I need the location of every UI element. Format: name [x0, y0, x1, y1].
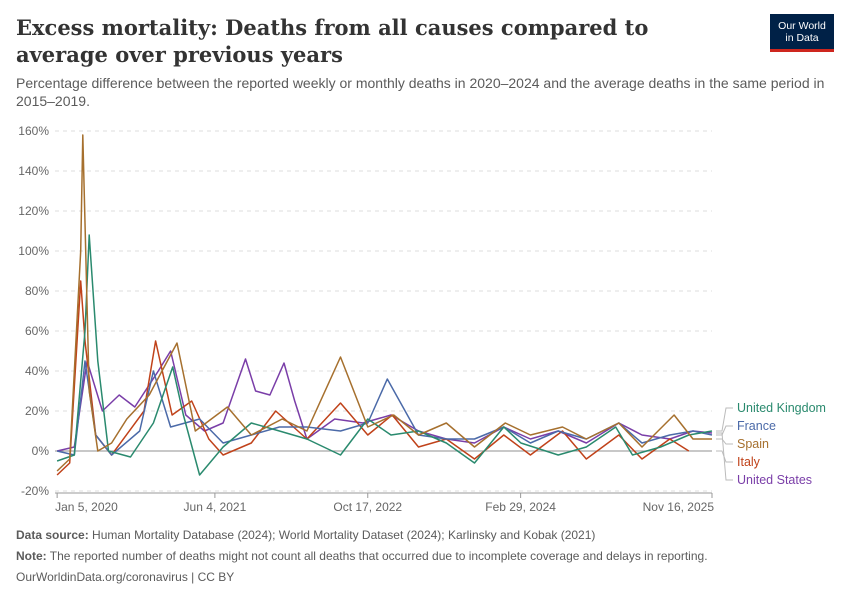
y-tick-label: 0%	[32, 444, 50, 458]
label-connector	[716, 425, 733, 436]
note-label: Note:	[16, 549, 47, 563]
x-tick-label: Jun 4, 2021	[184, 500, 247, 514]
y-tick-label: 80%	[25, 284, 49, 298]
x-tick-label: Nov 16, 2025	[643, 500, 715, 514]
y-tick-label: 20%	[25, 404, 49, 418]
data-source-label: Data source:	[16, 528, 89, 542]
chart-title: Excess mortality: Deaths from all causes…	[16, 15, 649, 67]
series-label-united-kingdom: United Kingdom	[737, 401, 826, 415]
owid-logo[interactable]: Our World in Data	[770, 14, 834, 52]
series-line-united-kingdom	[56, 234, 713, 476]
series-line-france	[56, 360, 713, 456]
series-line-united-states	[56, 350, 713, 452]
y-tick-label: 40%	[25, 364, 49, 378]
chart-note: Note: The reported number of deaths migh…	[16, 549, 708, 564]
label-connector	[716, 432, 733, 481]
y-tick-label: 160%	[18, 124, 49, 138]
data-source-text: Human Mortality Database (2024); World M…	[92, 528, 596, 542]
note-text: The reported number of deaths might not …	[49, 549, 708, 563]
y-tick-label: 60%	[25, 324, 49, 338]
series-label-italy: Italy	[737, 455, 761, 469]
series-line-spain	[56, 134, 712, 472]
credit-link[interactable]: OurWorldinData.org/coronavirus | CC BY	[16, 570, 235, 584]
label-connector	[716, 407, 733, 432]
series-label-united-states: United States	[737, 473, 812, 487]
y-tick-label: 100%	[18, 244, 49, 258]
y-tick-label: 120%	[18, 204, 49, 218]
logo-line-1: Our World	[778, 20, 826, 32]
x-tick-label: Oct 17, 2022	[333, 500, 402, 514]
label-connector	[716, 438, 733, 445]
series-label-france: France	[737, 419, 776, 433]
x-tick-label: Feb 29, 2024	[485, 500, 556, 514]
y-tick-label: -20%	[21, 484, 49, 498]
logo-line-2: in Data	[785, 32, 819, 44]
y-tick-label: 140%	[18, 164, 49, 178]
series-label-spain: Spain	[737, 437, 769, 451]
data-source: Data source: Human Mortality Database (2…	[16, 528, 595, 543]
x-tick-label: Jan 5, 2020	[55, 500, 118, 514]
chart-subtitle: Percentage difference between the report…	[16, 75, 825, 109]
